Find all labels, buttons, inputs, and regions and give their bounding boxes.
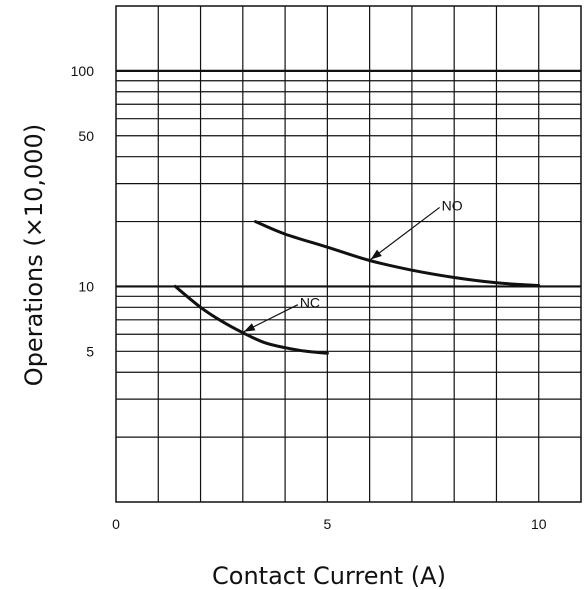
series-layer <box>173 220 541 355</box>
grid <box>115 5 582 503</box>
annotation-label-nc: NC <box>300 295 320 311</box>
y-tick-label: 100 <box>71 63 95 79</box>
y-tick-label: 10 <box>78 278 94 294</box>
tick-labels: 0 5 10 5 10 50 100 <box>71 63 547 532</box>
x-tick-label: 10 <box>531 516 547 532</box>
annotation-layer: NO NC <box>243 197 463 333</box>
annotation-arrowhead-nc <box>243 323 256 332</box>
x-tick-label: 0 <box>112 516 120 532</box>
annotation-arrow-no <box>370 206 440 260</box>
y-tick-label: 50 <box>78 128 94 144</box>
plot-frame <box>115 5 582 503</box>
annotation-arrowhead-no <box>370 249 382 260</box>
series-line-no <box>254 220 541 287</box>
x-axis-label: Contact Current (A) <box>212 562 446 590</box>
annotation-label-no: NO <box>442 197 463 213</box>
x-tick-label: 5 <box>323 516 331 532</box>
series-line-nc <box>173 284 329 355</box>
y-tick-label: 5 <box>86 343 94 359</box>
y-axis-label: Operations (×10,000) <box>20 124 48 386</box>
